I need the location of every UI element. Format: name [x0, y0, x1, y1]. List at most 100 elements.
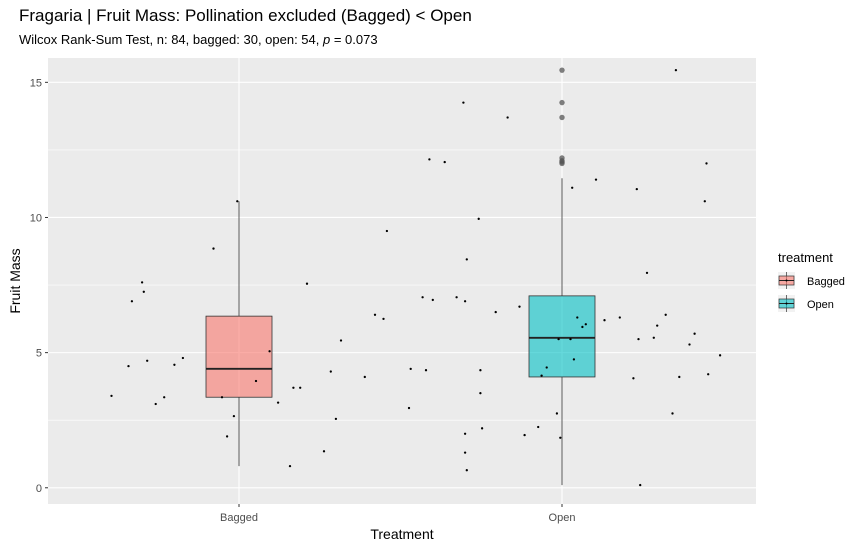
data-point	[385, 229, 389, 233]
subtitle-suffix: = 0.073	[330, 32, 378, 47]
x-axis: Bagged Open	[220, 504, 575, 524]
box-bagged	[205, 201, 273, 467]
data-point	[540, 374, 543, 377]
data-point	[225, 435, 229, 438]
data-point	[254, 379, 258, 383]
data-point	[479, 369, 482, 372]
data-point	[635, 187, 638, 191]
data-point	[299, 386, 302, 389]
data-point	[688, 343, 691, 346]
x-tick-label: Bagged	[220, 512, 258, 524]
data-point	[656, 324, 659, 327]
data-point	[594, 178, 598, 181]
data-point	[479, 392, 482, 395]
data-point	[671, 412, 674, 415]
data-point	[618, 316, 621, 319]
data-point	[462, 101, 465, 104]
subtitle-prefix: Wilcox Rank-Sum Test, n: 84, bagged: 30,…	[19, 32, 323, 47]
legend-key-point	[785, 302, 788, 305]
data-point	[173, 363, 176, 366]
legend-label: Bagged	[807, 276, 845, 288]
data-point	[576, 316, 579, 319]
data-point	[584, 323, 587, 326]
data-point	[557, 337, 560, 341]
y-tick-label: 5	[36, 348, 42, 360]
data-point	[632, 377, 635, 380]
data-point	[409, 367, 412, 370]
data-point	[130, 300, 134, 303]
chart-title: Fragaria | Fruit Mass: Pollination exclu…	[19, 6, 472, 25]
data-point	[707, 373, 710, 376]
data-point	[443, 160, 446, 164]
data-point	[494, 310, 497, 314]
data-point	[163, 396, 166, 399]
legend: treatment Bagged Open	[778, 250, 845, 312]
data-point	[140, 281, 144, 284]
data-point	[292, 386, 295, 389]
data-point	[268, 350, 271, 353]
data-point	[220, 396, 224, 399]
y-axis: 0 5 10 15	[30, 77, 48, 495]
data-point	[232, 415, 236, 418]
iqr-box	[205, 315, 273, 398]
data-point	[455, 296, 458, 299]
outlier-point	[559, 67, 565, 73]
data-point	[428, 158, 431, 161]
legend-item-open: Open	[778, 295, 834, 312]
data-point	[693, 332, 696, 335]
legend-title: treatment	[778, 250, 833, 265]
data-point	[664, 313, 667, 316]
data-point	[127, 364, 130, 368]
data-point	[463, 300, 467, 303]
data-point	[322, 450, 326, 453]
chart-subtitle: Wilcox Rank-Sum Test, n: 84, bagged: 30,…	[19, 32, 378, 47]
data-point	[652, 336, 655, 339]
data-point	[603, 319, 606, 322]
x-tick-label: Open	[549, 512, 576, 524]
data-point	[146, 359, 149, 362]
data-point	[329, 370, 332, 373]
legend-key-point	[785, 279, 788, 282]
data-point	[305, 282, 309, 285]
data-point	[465, 258, 468, 261]
data-point	[212, 247, 215, 250]
data-point	[703, 200, 706, 203]
data-point	[339, 339, 343, 342]
data-point	[571, 186, 574, 189]
data-point	[523, 433, 526, 437]
data-point	[545, 366, 548, 369]
outlier-point	[559, 99, 565, 106]
subtitle-p-symbol: p	[323, 32, 331, 47]
data-point	[373, 313, 377, 316]
data-point	[718, 354, 722, 357]
legend-label: Open	[807, 299, 834, 311]
data-point	[363, 375, 366, 379]
data-point	[537, 425, 540, 429]
data-point	[678, 375, 681, 379]
data-point	[477, 217, 480, 220]
data-point	[236, 200, 239, 203]
grid-minor	[48, 149, 756, 421]
data-point	[506, 116, 509, 119]
data-point	[674, 69, 678, 72]
jitter-points	[110, 69, 722, 487]
data-point	[407, 406, 411, 410]
data-point	[555, 412, 559, 415]
outlier-point	[559, 114, 565, 121]
data-point	[276, 401, 280, 404]
data-point	[705, 162, 708, 165]
data-point	[288, 465, 292, 468]
data-point	[569, 337, 572, 341]
box-open	[528, 67, 596, 486]
data-point	[424, 369, 428, 372]
data-point	[142, 290, 145, 293]
data-point	[639, 483, 642, 487]
data-point	[581, 325, 584, 329]
data-point	[154, 402, 157, 406]
data-point	[637, 337, 640, 341]
data-point	[559, 436, 562, 439]
data-point	[334, 417, 338, 421]
data-point	[518, 305, 521, 308]
data-point	[463, 432, 467, 435]
